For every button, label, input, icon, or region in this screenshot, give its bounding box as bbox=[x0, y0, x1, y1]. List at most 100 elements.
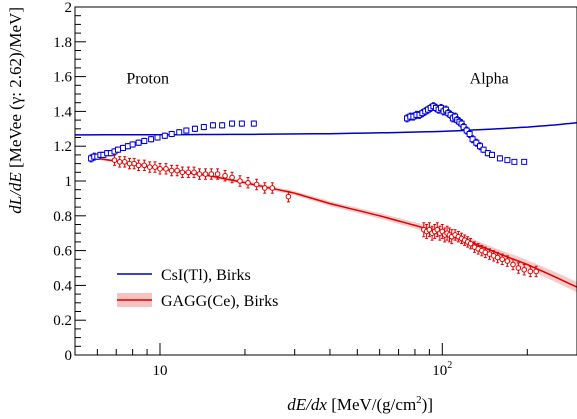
data-point bbox=[116, 156, 123, 168]
x-tick-label-sup: 2 bbox=[447, 360, 452, 371]
marker-circle bbox=[515, 265, 522, 271]
fit-curves-layer bbox=[75, 121, 577, 288]
marker-square bbox=[148, 136, 155, 143]
marker-circle bbox=[135, 162, 142, 169]
data-point bbox=[496, 155, 503, 162]
x-tick-label-base: 10 bbox=[432, 363, 447, 379]
marker-circle bbox=[527, 268, 534, 275]
x-axis-title-end: )] bbox=[422, 395, 433, 414]
data-point bbox=[126, 157, 133, 170]
data-point bbox=[161, 132, 168, 139]
data-point bbox=[467, 237, 474, 250]
data-point bbox=[141, 159, 148, 172]
marker-circle bbox=[533, 268, 539, 275]
data-point bbox=[237, 175, 243, 187]
data-point bbox=[504, 157, 511, 164]
marker-circle bbox=[245, 179, 251, 186]
marker-square bbox=[477, 143, 484, 150]
x-tick-label-base: 10 bbox=[152, 363, 167, 379]
data-point bbox=[209, 122, 216, 129]
data-point bbox=[219, 122, 226, 129]
data-point bbox=[245, 177, 251, 189]
legend-label-csi: CsI(Tl), Birks bbox=[161, 267, 251, 284]
y-tick-label: 0.2 bbox=[53, 313, 72, 329]
data-point bbox=[475, 243, 481, 255]
data-point bbox=[253, 178, 260, 191]
data-point bbox=[489, 151, 496, 159]
data-point bbox=[168, 130, 175, 138]
marker-square bbox=[129, 141, 136, 148]
marker-square bbox=[209, 122, 216, 129]
marker-square bbox=[511, 158, 518, 165]
data-point bbox=[196, 168, 203, 180]
marker-circle bbox=[285, 193, 292, 200]
marker-square bbox=[504, 157, 511, 164]
marker-square bbox=[154, 134, 161, 141]
data-point bbox=[222, 170, 228, 182]
marker-circle bbox=[141, 162, 148, 169]
data-point bbox=[135, 139, 142, 146]
marker-square bbox=[114, 146, 121, 153]
marker-square bbox=[250, 120, 257, 127]
x-axis-title-unit: [MeV/(g/cm bbox=[327, 395, 416, 414]
marker-circle bbox=[499, 256, 506, 263]
x-axis-title-var: dE/dx bbox=[287, 395, 327, 414]
data-point bbox=[238, 120, 245, 127]
data-point bbox=[511, 158, 518, 165]
marker-square bbox=[183, 127, 190, 134]
data-point bbox=[111, 154, 118, 166]
marker-square bbox=[480, 146, 487, 153]
data-point bbox=[129, 141, 136, 148]
marker-circle bbox=[116, 159, 123, 165]
data-point bbox=[179, 166, 186, 179]
data-point bbox=[176, 129, 183, 136]
marker-circle bbox=[196, 171, 203, 177]
marker-square bbox=[496, 155, 503, 162]
data-point bbox=[183, 127, 190, 134]
y-tick-label: 1.2 bbox=[53, 139, 72, 155]
y-tick-label: 0.6 bbox=[53, 244, 72, 260]
data-point bbox=[499, 253, 506, 266]
y-tick-label: 2 bbox=[65, 0, 73, 16]
data-point bbox=[174, 164, 180, 177]
data-point bbox=[486, 248, 493, 260]
marker-square bbox=[135, 139, 142, 146]
data-point bbox=[269, 182, 276, 194]
marker-circle bbox=[269, 185, 276, 191]
marker-circle bbox=[185, 169, 192, 176]
marker-circle bbox=[174, 167, 180, 174]
data-point bbox=[250, 120, 257, 127]
data-point bbox=[261, 182, 268, 194]
marker-circle bbox=[467, 240, 474, 247]
data-point bbox=[200, 123, 207, 131]
marker-circle bbox=[261, 185, 268, 191]
marker-square bbox=[238, 120, 245, 127]
marker-circle bbox=[157, 166, 163, 172]
data-point bbox=[527, 265, 534, 278]
data-point bbox=[480, 146, 487, 153]
data-point bbox=[191, 125, 198, 132]
marker-square bbox=[191, 125, 198, 132]
marker-square bbox=[219, 122, 226, 129]
data-point bbox=[202, 168, 209, 180]
marker-square bbox=[521, 158, 528, 165]
marker-circle bbox=[504, 258, 511, 264]
data-point bbox=[124, 143, 131, 150]
data-point bbox=[521, 264, 527, 276]
marker-circle bbox=[191, 169, 197, 176]
legend: CsI(Tl), Birks GAGG(Ce), Birks bbox=[117, 267, 278, 310]
marker-circle bbox=[229, 174, 235, 181]
marker-circle bbox=[494, 254, 501, 261]
marker-circle bbox=[163, 166, 169, 172]
marker-square bbox=[489, 151, 496, 158]
y-tick-label: 1 bbox=[65, 174, 73, 190]
data-point bbox=[229, 120, 236, 127]
y-tick-label: 1.8 bbox=[53, 35, 72, 51]
data-points-layer bbox=[88, 102, 539, 278]
data-point bbox=[490, 250, 497, 262]
marker-circle bbox=[111, 157, 118, 163]
y-tick-label: 0 bbox=[65, 348, 73, 364]
data-point bbox=[208, 168, 215, 180]
data-point bbox=[521, 158, 528, 165]
